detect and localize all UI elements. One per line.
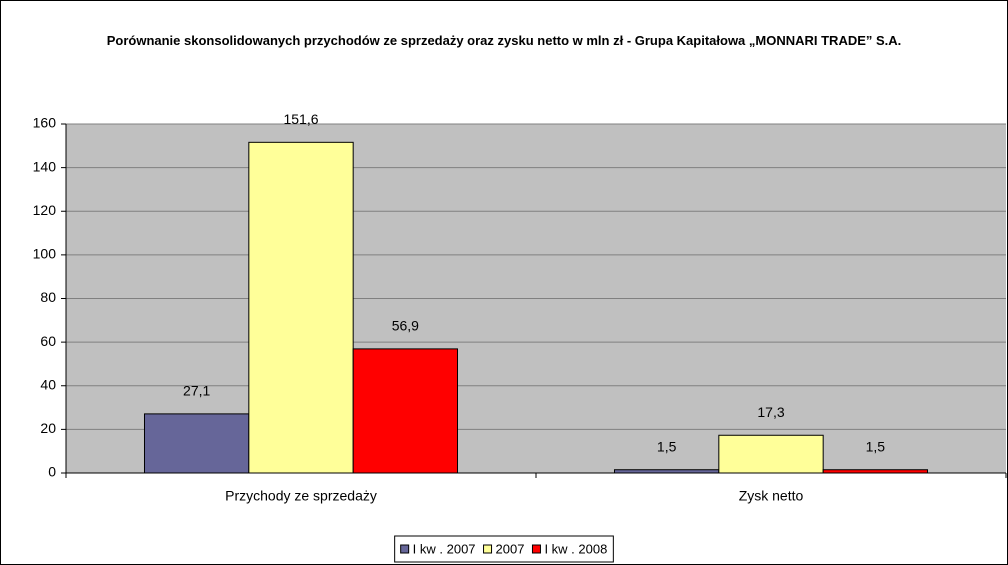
legend-swatch bbox=[483, 544, 493, 554]
legend-swatch bbox=[531, 544, 541, 554]
y-tick-label: 140 bbox=[33, 158, 57, 174]
y-tick-label: 40 bbox=[40, 376, 56, 392]
y-tick-label: 60 bbox=[40, 333, 56, 349]
legend-swatch bbox=[400, 544, 410, 554]
value-label: 27,1 bbox=[183, 383, 210, 399]
value-label: 1,5 bbox=[866, 438, 886, 454]
y-tick-label: 80 bbox=[40, 289, 56, 305]
value-label: 56,9 bbox=[392, 318, 419, 334]
bar bbox=[248, 141, 354, 474]
bar bbox=[143, 413, 250, 474]
legend-label: I kw . 2008 bbox=[544, 541, 607, 556]
bar bbox=[352, 348, 459, 474]
y-tick-label: 120 bbox=[33, 202, 57, 218]
legend-label: I kw . 2007 bbox=[413, 541, 476, 556]
value-label: 17,3 bbox=[757, 404, 784, 420]
value-label: 1,5 bbox=[657, 438, 677, 454]
y-tick-label: 160 bbox=[33, 115, 57, 131]
bar bbox=[613, 469, 720, 474]
value-label: 151,6 bbox=[283, 111, 318, 127]
x-tick-label: Przychody ze sprzedaży bbox=[225, 488, 377, 504]
bar bbox=[822, 469, 929, 474]
y-tick-label: 20 bbox=[40, 420, 56, 436]
legend-label: 2007 bbox=[496, 541, 525, 556]
legend-box bbox=[394, 535, 614, 563]
chart-title: Porównanie skonsolidowanych przychodów z… bbox=[106, 33, 902, 48]
x-tick-label: Zysk netto bbox=[739, 488, 804, 504]
y-tick-label: 0 bbox=[48, 464, 56, 480]
y-tick-label: 100 bbox=[33, 246, 57, 262]
bar bbox=[718, 434, 824, 474]
